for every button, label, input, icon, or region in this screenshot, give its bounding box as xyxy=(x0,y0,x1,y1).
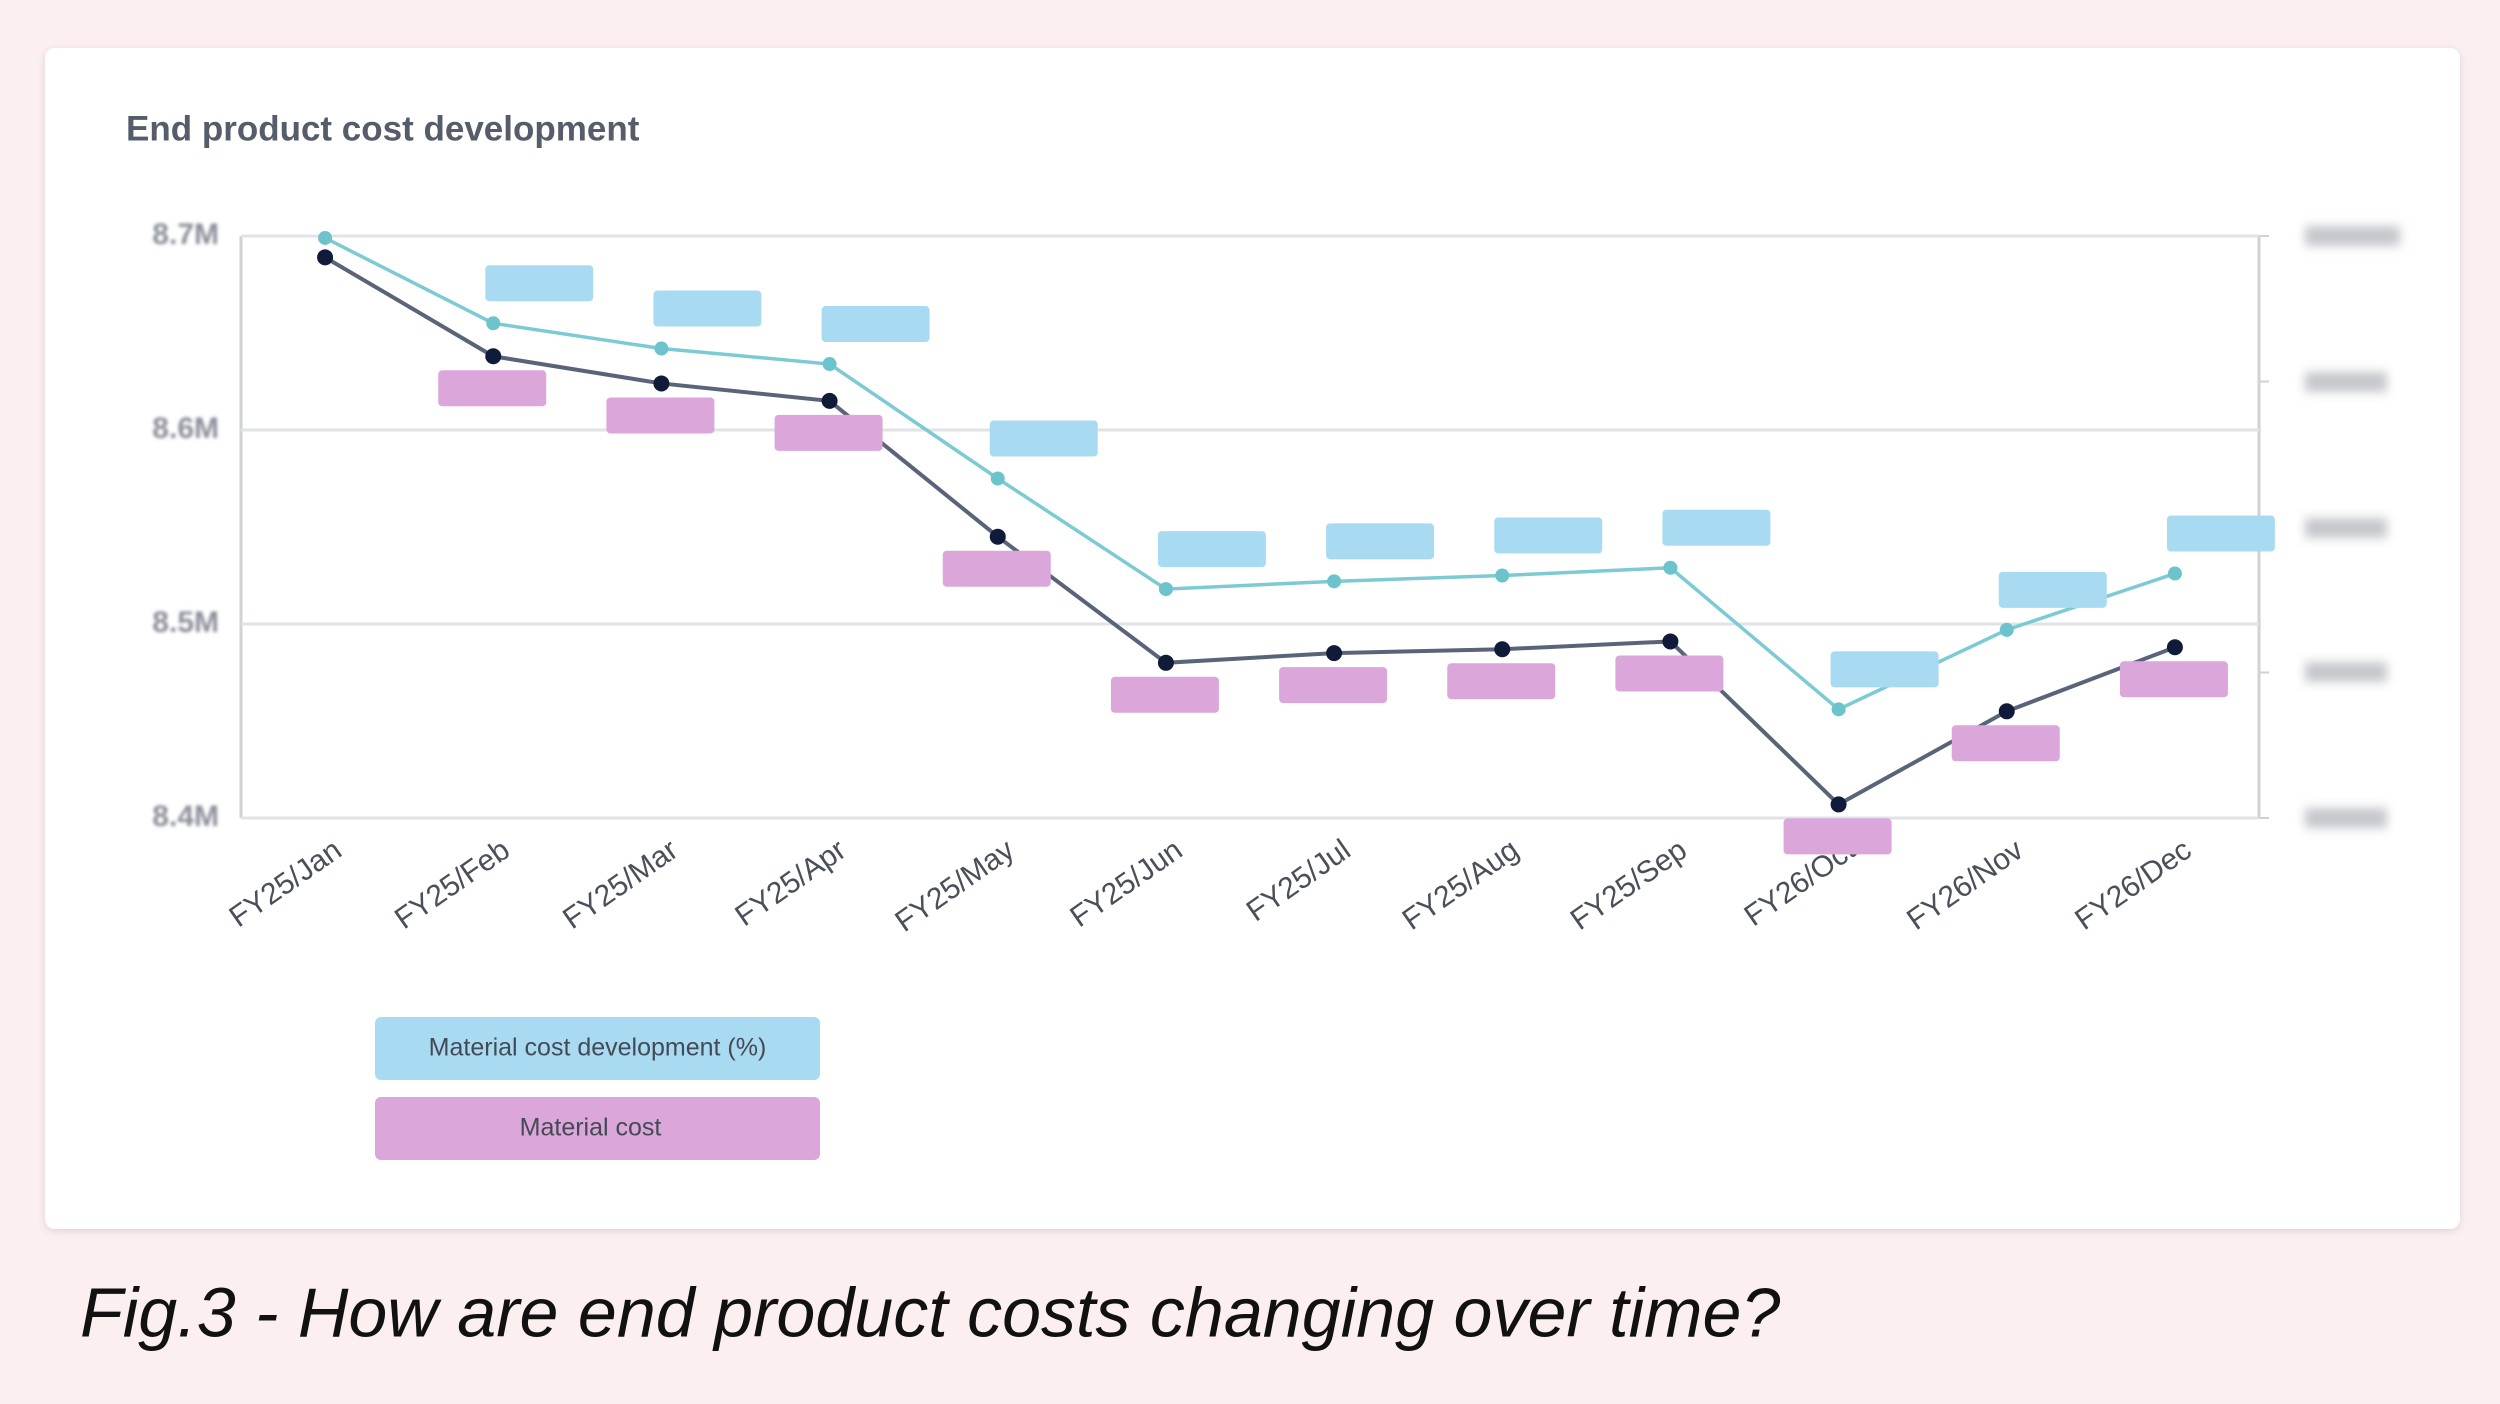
data-label-placeholder xyxy=(821,306,930,343)
data-label-placeholder xyxy=(1662,509,1771,546)
card xyxy=(45,48,2460,1229)
data-label-placeholder xyxy=(1783,818,1892,855)
data-point xyxy=(1999,622,2014,637)
data-label-placeholder xyxy=(1998,571,2107,608)
data-point xyxy=(653,375,670,392)
data-label-placeholder xyxy=(485,265,594,302)
data-label-placeholder xyxy=(1494,517,1603,554)
data-point xyxy=(989,528,1006,545)
y-tick-label: 8.6M xyxy=(152,412,219,445)
data-point xyxy=(1998,703,2015,720)
data-point xyxy=(654,341,669,356)
legend-item xyxy=(375,1097,820,1160)
data-point xyxy=(1157,654,1174,671)
data-point xyxy=(1830,796,1847,813)
data-point xyxy=(821,392,838,409)
right-axis-placeholders xyxy=(2305,226,2400,828)
y-tick-label: 8.7M xyxy=(152,218,219,251)
legend-item xyxy=(375,1017,820,1080)
data-point xyxy=(822,357,837,372)
data-label-placeholder xyxy=(606,397,715,434)
data-point xyxy=(318,230,333,245)
data-label-placeholder xyxy=(1447,663,1556,700)
data-label-placeholder xyxy=(2119,661,2228,698)
data-label-placeholder xyxy=(1951,725,2060,762)
data-point xyxy=(1158,582,1173,597)
data-point xyxy=(1327,574,1342,589)
data-label-placeholder xyxy=(1279,667,1388,704)
legend-label: Material cost xyxy=(520,1114,662,1142)
data-label-placeholder xyxy=(2166,515,2275,552)
y-tick-label: 8.5M xyxy=(152,606,219,639)
legend-label: Material cost development (%) xyxy=(429,1034,767,1062)
series-line xyxy=(324,236,2176,712)
data-label-placeholder xyxy=(1830,651,1939,688)
data-label-placeholder xyxy=(1326,523,1435,560)
data-point xyxy=(1495,568,1510,583)
data-point xyxy=(317,249,334,266)
data-label-placeholder xyxy=(653,290,762,327)
data-label-placeholder xyxy=(1615,655,1724,692)
data-label-placeholder xyxy=(438,370,547,407)
data-point xyxy=(485,348,502,365)
data-label-placeholder xyxy=(942,550,1051,587)
data-point xyxy=(1494,641,1511,658)
data-label-placeholder xyxy=(1110,676,1219,713)
data-point xyxy=(1831,702,1846,717)
series-line xyxy=(324,255,2176,807)
data-point xyxy=(1663,560,1678,575)
data-label-placeholder xyxy=(1157,531,1266,568)
data-point xyxy=(1326,645,1343,662)
data-point xyxy=(1662,633,1679,650)
caption: Fig.3 - How are end product costs changi… xyxy=(80,1273,1780,1351)
chart-title: End product cost development xyxy=(126,109,640,148)
data-point xyxy=(486,316,501,331)
data-label-placeholder xyxy=(989,420,1098,457)
data-point xyxy=(990,471,1005,486)
data-point xyxy=(2166,639,2183,656)
data-label-placeholder xyxy=(774,414,883,451)
data-point xyxy=(2167,566,2182,581)
y-tick-label: 8.4M xyxy=(152,800,219,833)
